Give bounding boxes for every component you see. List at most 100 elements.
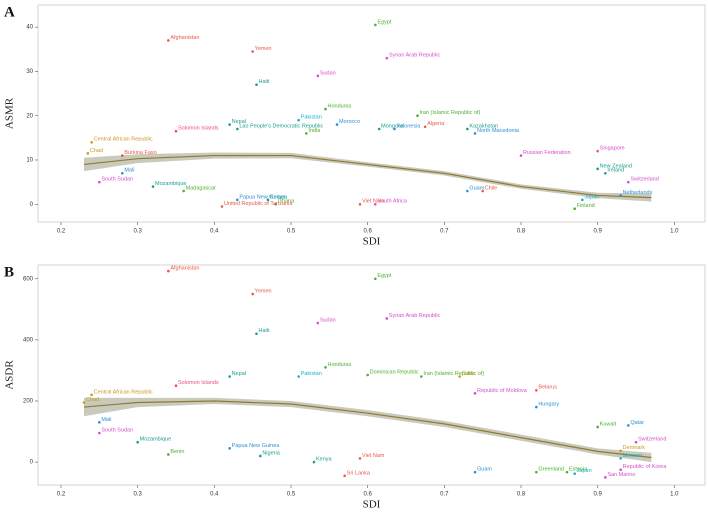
point: [236, 198, 239, 202]
point: [98, 180, 101, 184]
point-label: Kazakhstan: [469, 123, 498, 129]
point-label: Switzerland: [630, 177, 658, 183]
x-tick-label: 0.3: [133, 229, 142, 235]
point: [324, 107, 327, 111]
point-label: Pakistan: [301, 371, 322, 377]
panel-letter: A: [4, 4, 15, 20]
point-label: Ghana: [278, 199, 295, 205]
point: [627, 424, 630, 427]
point: [167, 453, 170, 456]
point: [98, 421, 101, 424]
point-label: Mozambique: [140, 437, 172, 443]
point: [236, 127, 239, 131]
point: [82, 401, 86, 404]
point: [316, 321, 320, 325]
plot-area: [37, 264, 706, 486]
point: [519, 154, 523, 157]
point-label: Kuwait: [600, 421, 617, 427]
point-label: Kenya: [316, 457, 333, 463]
point: [174, 129, 178, 133]
point: [305, 132, 308, 135]
point-label: North Macedonia: [477, 128, 520, 134]
point-label: Central African Republic: [94, 137, 153, 143]
point: [458, 375, 461, 378]
point: [174, 384, 178, 387]
x-axis-title: SDI: [363, 236, 381, 248]
point: [167, 269, 170, 273]
point-label: Honduras: [328, 362, 352, 368]
point: [481, 189, 484, 193]
point-label: Nigeria: [262, 450, 280, 456]
point-label: Chile: [485, 185, 498, 191]
x-tick-label: 0.7: [440, 229, 449, 235]
point-label: Pakistan: [301, 115, 322, 121]
point-label: Cuba: [462, 371, 476, 377]
y-tick-label: 200: [23, 399, 34, 405]
point-label: Papua New Guinea: [239, 194, 288, 200]
y-tick-label: 600: [23, 276, 34, 282]
x-tick-label: 0.8: [517, 492, 526, 498]
point-label: Japan: [577, 468, 592, 474]
x-axis-title: SDI: [363, 499, 381, 511]
point-label: Hungary: [538, 402, 559, 408]
point-label: South Sudan: [101, 177, 133, 183]
point-label: Haiti: [259, 328, 270, 334]
point-label: Iran (Islamic Republic of): [423, 371, 484, 377]
point-label: Yemen: [255, 46, 272, 52]
point: [604, 476, 607, 479]
point-label: Algeria: [427, 121, 445, 127]
point: [228, 447, 231, 450]
point: [473, 392, 477, 395]
point: [619, 449, 622, 453]
point-label: South Africa: [377, 199, 408, 205]
point: [374, 202, 377, 206]
point: [581, 198, 584, 202]
point-label: Russian Federation: [523, 150, 571, 156]
point: [297, 118, 300, 122]
point: [182, 189, 185, 193]
y-tick-label: 0: [30, 460, 34, 466]
point: [167, 39, 170, 42]
point-label: South Sudan: [101, 428, 133, 434]
point-label: United Republic of Tanzania: [224, 201, 293, 207]
point: [251, 292, 254, 296]
point: [324, 366, 327, 369]
x-tick-label: 0.2: [57, 492, 66, 498]
point: [393, 127, 396, 131]
x-tick-label: 0.2: [57, 229, 66, 235]
y-axis-title: ASMR: [4, 97, 16, 129]
point: [121, 171, 124, 175]
point-label: Central African Republic: [94, 389, 153, 395]
confidence-band: [84, 152, 652, 202]
point: [596, 425, 599, 429]
point-label: Honduras: [328, 104, 352, 110]
point-label: Guam: [477, 467, 492, 473]
point: [535, 470, 538, 474]
point-label: Iran (Islamic Republic of): [420, 110, 481, 116]
point-label: Egypt: [377, 19, 392, 25]
point-label: San Marino: [607, 472, 635, 478]
point: [151, 185, 155, 188]
point-label: Morocco: [339, 119, 360, 125]
point-label: Afghanistan: [170, 35, 199, 41]
panel-letter: B: [4, 264, 14, 280]
point-label: Qatar: [630, 420, 644, 426]
x-tick-label: 0.3: [133, 492, 142, 498]
point: [573, 207, 576, 211]
point-label: Sudan: [320, 70, 336, 76]
point: [535, 388, 538, 392]
point: [416, 114, 419, 118]
point-label: Mozambique: [155, 181, 187, 187]
x-tick-label: 0.6: [363, 229, 372, 235]
y-axis-title: ASDR: [4, 360, 16, 390]
point-label: India: [308, 128, 321, 134]
point-label: Sudan: [320, 318, 336, 324]
point-label: Mali: [101, 417, 111, 423]
point-label: Guam: [469, 185, 484, 191]
point: [374, 277, 377, 281]
point: [619, 457, 622, 460]
point: [619, 468, 622, 472]
point-label: Viet Nam: [362, 453, 385, 459]
point-label: New Zealand: [600, 163, 632, 169]
point: [596, 149, 599, 153]
